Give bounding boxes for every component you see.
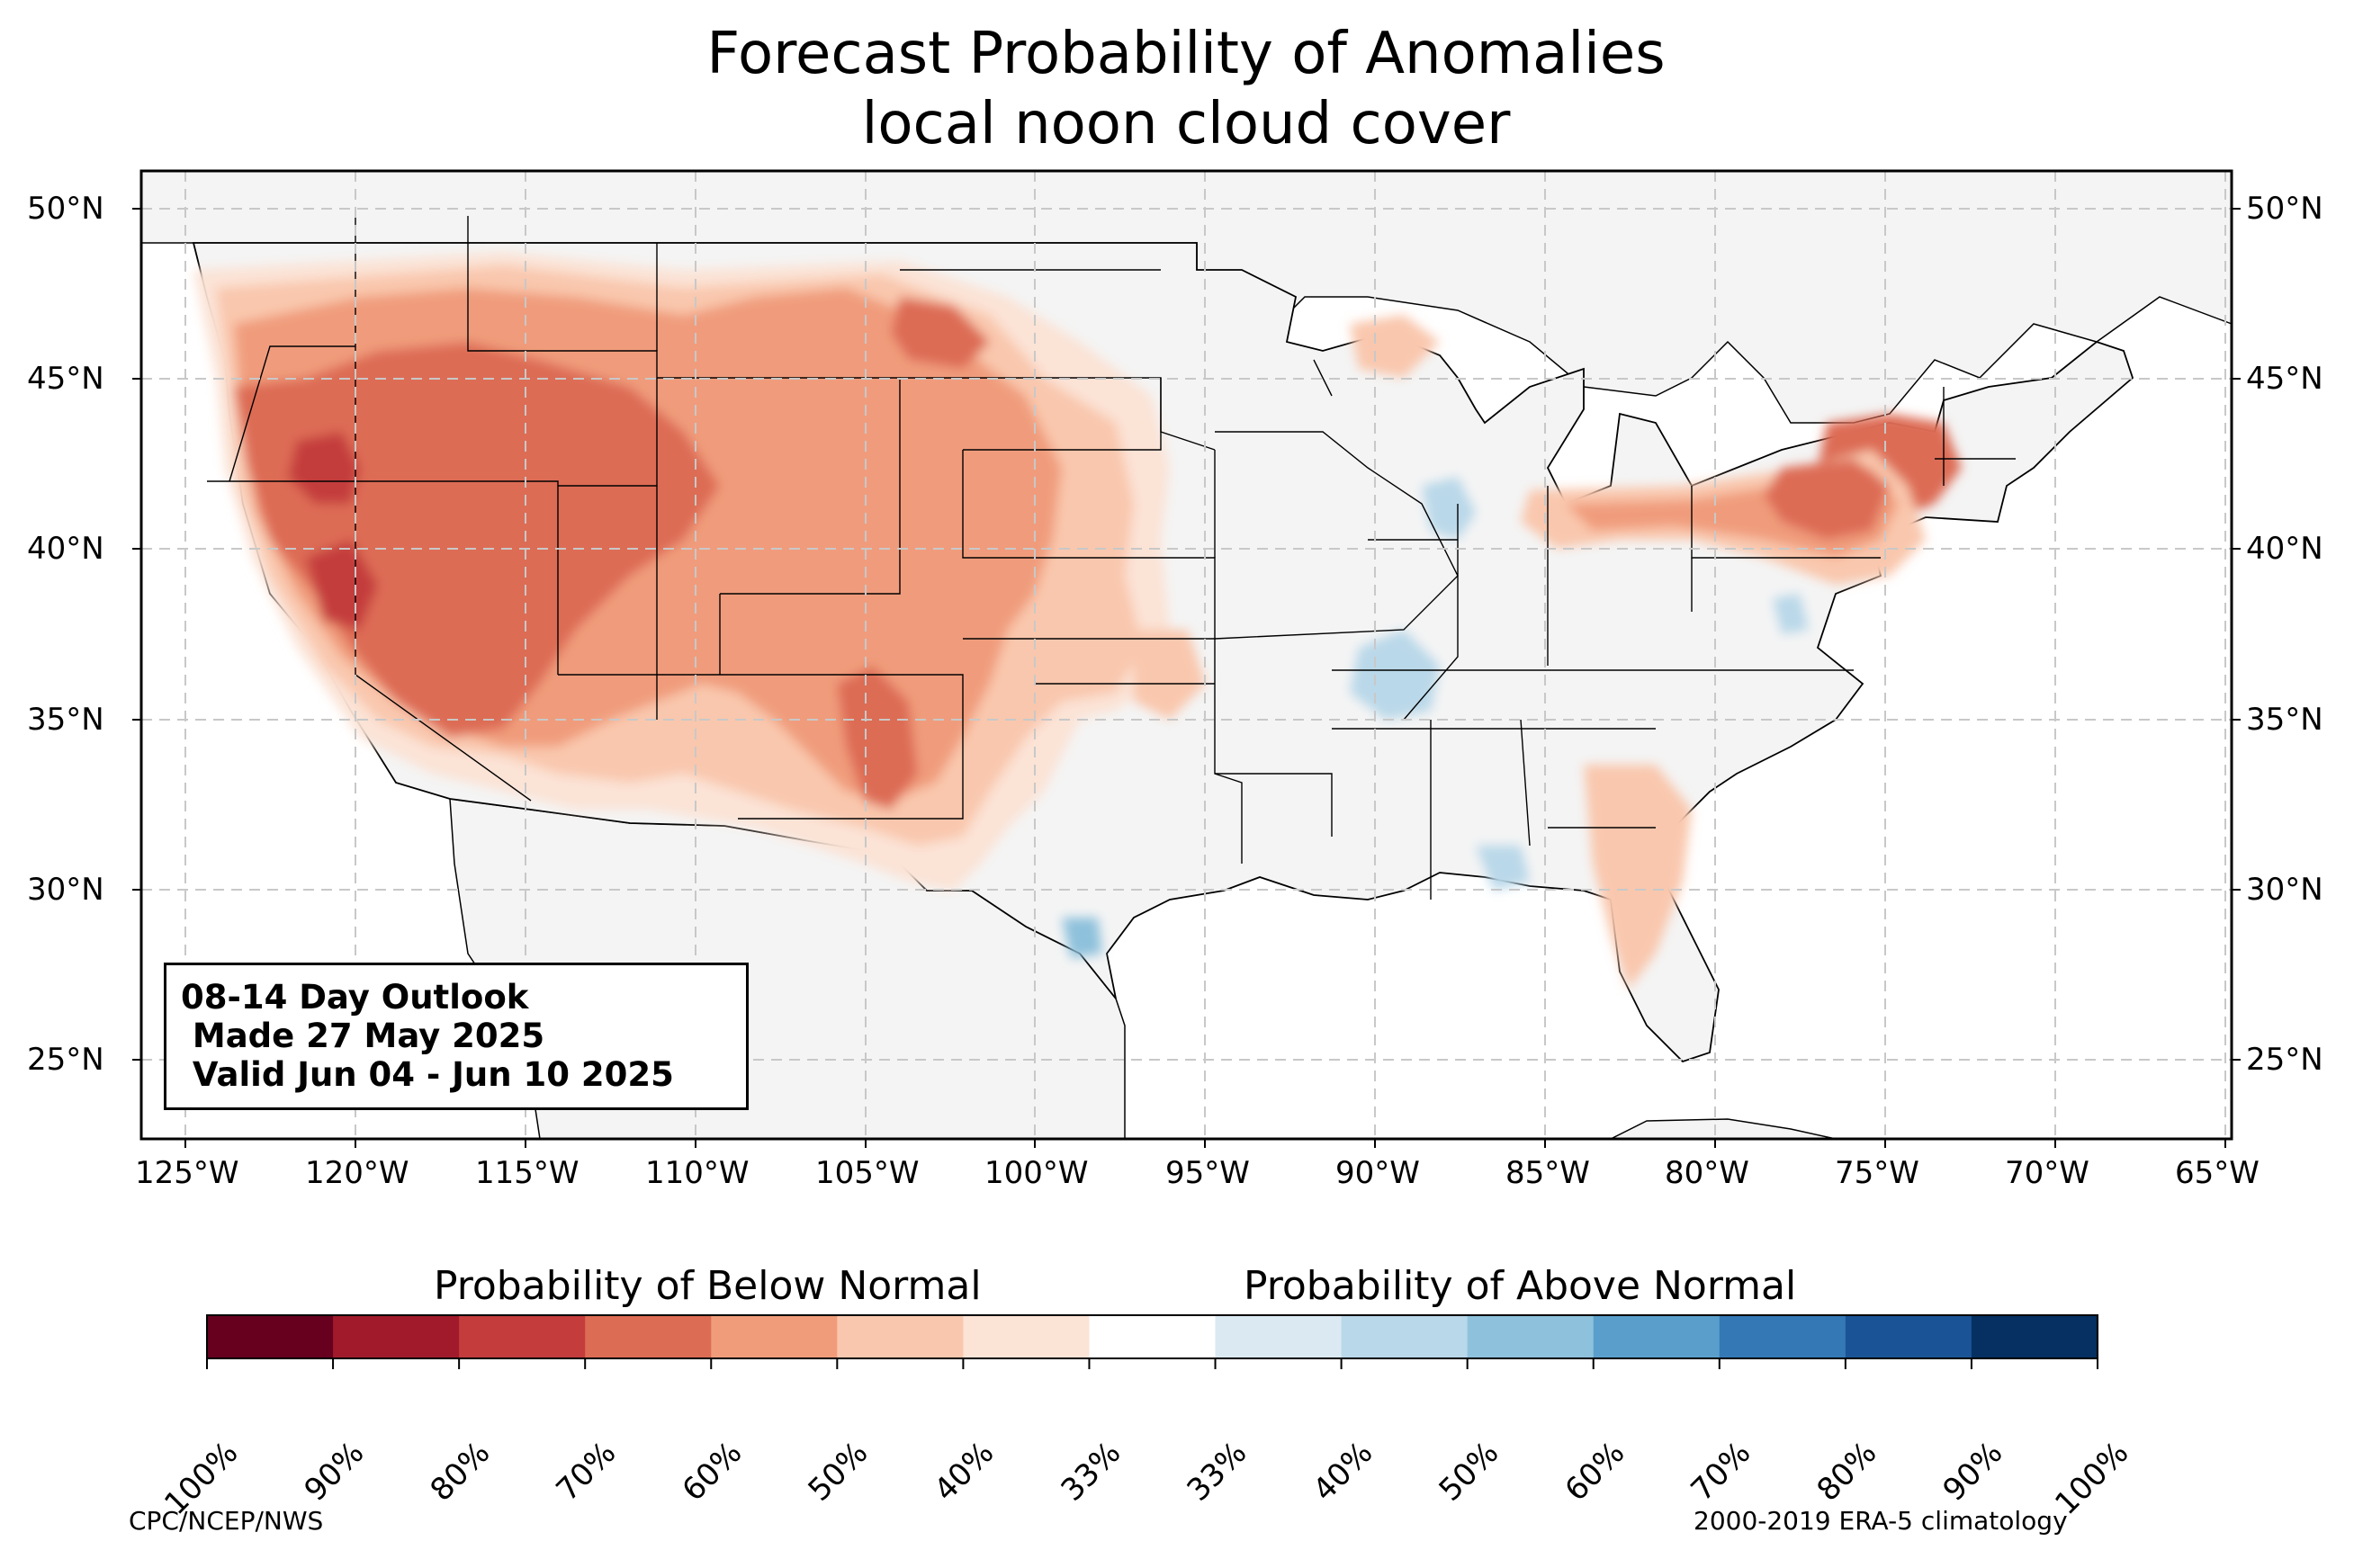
- lat-label-left: 30°N: [27, 872, 104, 908]
- lon-label: 90°W: [1335, 1155, 1420, 1191]
- lat-label-right: 25°N: [2246, 1042, 2323, 1078]
- map-frame: [139, 169, 2233, 1141]
- colorbar-swatch: [333, 1315, 460, 1358]
- lon-label: 85°W: [1505, 1155, 1590, 1191]
- colorbar-swatch: [1971, 1315, 2098, 1358]
- lon-label: 105°W: [815, 1155, 920, 1191]
- lat-label-right: 30°N: [2246, 872, 2323, 908]
- lat-label-right: 40°N: [2246, 531, 2323, 567]
- lon-label: 120°W: [305, 1155, 409, 1191]
- lon-label: 95°W: [1165, 1155, 1250, 1191]
- lat-label-left: 35°N: [27, 702, 104, 738]
- colorbar-above-label: Probability of Above Normal: [1244, 1263, 1797, 1309]
- lat-label-right: 50°N: [2246, 191, 2323, 227]
- colorbar-swatch: [459, 1315, 586, 1358]
- lon-label: 70°W: [2005, 1155, 2089, 1191]
- footer-climatology: 2000-2019 ERA-5 climatology: [1694, 1506, 2068, 1536]
- lat-label-right: 35°N: [2246, 702, 2323, 738]
- lat-label-left: 50°N: [27, 191, 104, 227]
- colorbar-swatch: [1215, 1315, 1343, 1358]
- colorbar: [206, 1314, 2098, 1369]
- colorbar-swatch: [1089, 1315, 1217, 1358]
- lat-label-right: 45°N: [2246, 361, 2323, 397]
- lat-label-left: 40°N: [27, 531, 104, 567]
- colorbar-swatch: [1467, 1315, 1595, 1358]
- lat-label-left: 45°N: [27, 361, 104, 397]
- colorbar-swatch: [963, 1315, 1090, 1358]
- colorbar-swatch: [1719, 1315, 1846, 1358]
- colorbar-swatch: [1845, 1315, 1972, 1358]
- lon-label: 80°W: [1665, 1155, 1749, 1191]
- lon-label: 110°W: [645, 1155, 750, 1191]
- colorbar-swatch: [711, 1315, 838, 1358]
- colorbar-below-label: Probability of Below Normal: [434, 1263, 982, 1309]
- colorbar-swatch: [207, 1315, 334, 1358]
- lon-label: 65°W: [2175, 1155, 2260, 1191]
- colorbar-swatch: [1341, 1315, 1469, 1358]
- outlook-info-box: 08-14 Day Outlook Made 27 May 2025 Valid…: [164, 963, 749, 1110]
- colorbar-swatch: [585, 1315, 712, 1358]
- map-title: Forecast Probability of Anomalies: [706, 21, 1666, 87]
- footer-source: CPC/NCEP/NWS: [129, 1506, 324, 1536]
- outlook-period: 08-14 Day Outlook: [181, 978, 529, 1017]
- colorbar-swatch: [837, 1315, 964, 1358]
- lon-label: 100°W: [984, 1155, 1089, 1191]
- outlook-valid-range: Valid Jun 04 - Jun 10 2025: [181, 1055, 674, 1094]
- above-normal-shading: [1062, 477, 1809, 958]
- colorbar-frame: [206, 1314, 2098, 1359]
- map-subtitle: local noon cloud cover: [861, 91, 1511, 157]
- outlook-made-date: Made 27 May 2025: [181, 1017, 545, 1055]
- lon-label: 125°W: [135, 1155, 239, 1191]
- cuba-land: [1610, 1118, 1837, 1139]
- axis-ticks: [132, 208, 2241, 1148]
- lat-label-left: 25°N: [27, 1042, 104, 1078]
- lon-label: 115°W: [475, 1155, 580, 1191]
- colorbar-swatch: [1593, 1315, 1721, 1358]
- lon-label: 75°W: [1835, 1155, 1919, 1191]
